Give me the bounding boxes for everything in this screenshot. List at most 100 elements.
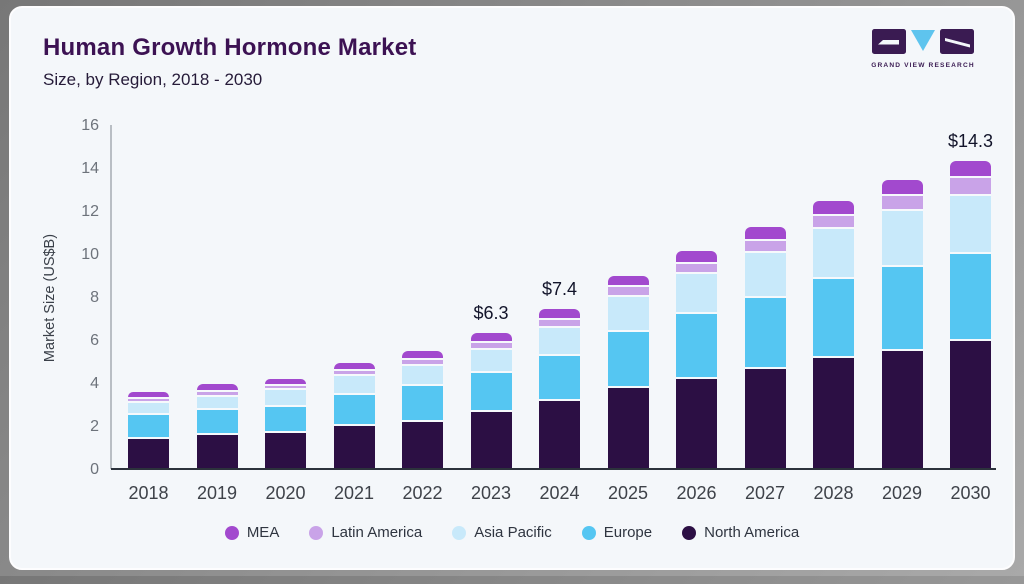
x-tick-label: 2026 bbox=[676, 483, 717, 503]
y-tick-label: 14 bbox=[81, 160, 99, 177]
bar-segment-north-america bbox=[402, 419, 443, 468]
bar-segment-north-america bbox=[333, 423, 375, 468]
bar-segment-europe bbox=[402, 384, 443, 420]
bar-segment-latin-america bbox=[402, 357, 443, 364]
page-subtitle: Size, by Region, 2018 - 2030 bbox=[43, 70, 263, 89]
bar-segment-asia-pacific bbox=[676, 272, 717, 313]
bar-segment-mea bbox=[539, 308, 580, 318]
x-tick-label: 2027 bbox=[744, 483, 786, 503]
x-tick-label: 2030 bbox=[950, 483, 991, 503]
chart-legend: MEA Latin America Asia Pacific Europe North … bbox=[11, 524, 1013, 541]
bar-segment-europe bbox=[676, 312, 717, 377]
bar-segment-mea bbox=[128, 391, 169, 397]
legend-swatch-icon bbox=[452, 525, 467, 540]
bar-segment-asia-pacific bbox=[196, 394, 238, 408]
bar-segment-latin-america bbox=[265, 383, 306, 389]
x-tick-label: 2022 bbox=[402, 483, 443, 503]
bar-value-label: $7.4 bbox=[541, 278, 578, 299]
stacked-bar-2018 bbox=[128, 391, 169, 468]
bar-plot-area: 2018 2019 2020 2021 2022 $6.3 2023 $7.4 2024 2025… bbox=[111, 126, 996, 503]
gvr-logo-icon: GRAND VIEW RESEARCH bbox=[871, 29, 975, 69]
legend-swatch-icon bbox=[224, 525, 239, 540]
bar-segment-mea bbox=[196, 384, 238, 390]
legend-item-asia-pacific: Asia Pacific bbox=[452, 524, 552, 541]
bar-segment-europe bbox=[470, 371, 512, 410]
x-axis-line bbox=[111, 468, 996, 470]
bar-segment-latin-america bbox=[539, 317, 580, 327]
bar-segment-latin-america bbox=[128, 396, 169, 402]
bar-column-2030: $14.3 2030 bbox=[948, 126, 993, 503]
bar-column-2023: $6.3 2023 bbox=[470, 126, 512, 503]
bar-segment-latin-america bbox=[333, 369, 375, 375]
bar-segment-asia-pacific bbox=[881, 208, 923, 265]
y-tick-label: 4 bbox=[90, 375, 99, 392]
x-tick-label: 2029 bbox=[881, 483, 923, 503]
bar-segment-north-america bbox=[470, 409, 512, 468]
y-tick-label: 6 bbox=[90, 332, 99, 349]
bar-segment-mea bbox=[744, 226, 786, 240]
bar-value-label: $6.3 bbox=[473, 302, 509, 323]
bar-segment-mea bbox=[950, 160, 991, 177]
legend-swatch-icon bbox=[581, 525, 596, 540]
y-tick-label: 16 bbox=[81, 117, 99, 134]
bar-column-2027: 2027 bbox=[744, 126, 786, 503]
y-tick-label: 2 bbox=[90, 418, 99, 435]
legend-swatch-icon bbox=[309, 525, 324, 540]
x-tick-label: 2023 bbox=[470, 483, 512, 503]
bar-column-2022: 2022 bbox=[402, 126, 443, 503]
bar-segment-latin-america bbox=[196, 389, 238, 395]
stacked-bar-2020 bbox=[265, 378, 306, 468]
stacked-bar-2023 bbox=[470, 332, 512, 468]
bar-segment-north-america bbox=[607, 386, 649, 468]
stacked-bar-2025 bbox=[607, 275, 649, 468]
grand-view-research-logo: GRAND VIEW RESEARCH bbox=[871, 28, 975, 77]
bar-segment-latin-america bbox=[470, 340, 512, 348]
bar-column-2029: 2029 bbox=[881, 126, 923, 503]
page-title: Human Growth Hormone Market bbox=[43, 34, 417, 61]
bar-segment-asia-pacific bbox=[402, 363, 443, 385]
y-tick-label: 10 bbox=[81, 246, 99, 263]
bar-segment-latin-america bbox=[676, 261, 717, 273]
bar-segment-asia-pacific bbox=[539, 326, 580, 355]
y-axis-ticks: 0 2 4 6 8 10 12 14 16 bbox=[11, 8, 99, 584]
legend-label: Latin America bbox=[331, 524, 423, 541]
y-tick-label: 0 bbox=[90, 461, 99, 478]
bar-segment-north-america bbox=[813, 356, 854, 468]
bar-segment-europe bbox=[128, 413, 169, 437]
legend-swatch-icon bbox=[682, 525, 697, 540]
bar-segment-latin-america bbox=[744, 239, 786, 251]
x-tick-label: 2019 bbox=[196, 483, 238, 503]
bar-segment-asia-pacific bbox=[265, 388, 306, 405]
bar-segment-europe bbox=[265, 404, 306, 432]
stacked-bar-2027 bbox=[744, 226, 786, 468]
stacked-bar-2021 bbox=[333, 363, 375, 468]
bar-segment-asia-pacific bbox=[333, 374, 375, 393]
logo-text: GRAND VIEW RESEARCH bbox=[871, 62, 975, 69]
stacked-bar-2019 bbox=[196, 384, 238, 468]
bar-column-2019: 2019 bbox=[196, 126, 238, 503]
bar-column-2018: 2018 bbox=[128, 126, 169, 503]
stacked-bar-2030 bbox=[950, 160, 991, 468]
bar-segment-europe bbox=[539, 354, 580, 400]
bar-segment-north-america bbox=[950, 338, 991, 468]
bar-segment-asia-pacific bbox=[950, 193, 991, 252]
bar-segment-europe bbox=[813, 276, 854, 357]
legend-item-north-america: North America bbox=[682, 524, 799, 541]
x-tick-label: 2018 bbox=[128, 483, 169, 503]
bar-column-2028: 2028 bbox=[813, 126, 854, 503]
legend-label: Asia Pacific bbox=[474, 524, 552, 541]
bar-column-2026: 2026 bbox=[676, 126, 717, 503]
y-axis-line bbox=[110, 125, 112, 469]
bar-segment-mea bbox=[333, 363, 375, 370]
bar-segment-asia-pacific bbox=[813, 227, 854, 277]
bar-column-2020: 2020 bbox=[265, 126, 306, 503]
bar-segment-north-america bbox=[676, 376, 717, 468]
bar-segment-mea bbox=[470, 332, 512, 341]
bar-segment-europe bbox=[744, 295, 786, 367]
bar-segment-mea bbox=[402, 351, 443, 358]
bar-segment-europe bbox=[607, 330, 649, 387]
bar-segment-mea bbox=[265, 378, 306, 384]
bar-segment-mea bbox=[607, 275, 649, 286]
stacked-bar-2029 bbox=[881, 179, 923, 468]
y-tick-label: 12 bbox=[81, 203, 99, 220]
